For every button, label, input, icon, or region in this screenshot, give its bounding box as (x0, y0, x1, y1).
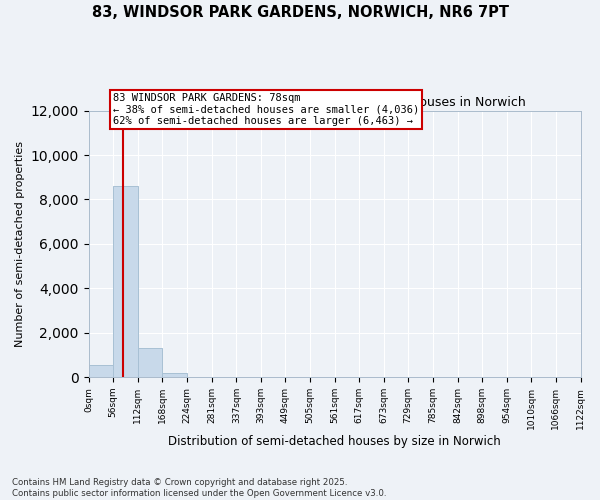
Text: 83 WINDSOR PARK GARDENS: 78sqm
← 38% of semi-detached houses are smaller (4,036): 83 WINDSOR PARK GARDENS: 78sqm ← 38% of … (113, 93, 419, 126)
Y-axis label: Number of semi-detached properties: Number of semi-detached properties (15, 141, 25, 347)
Bar (162, 372, 187, 377)
Bar (89, 365, 113, 377)
Bar (113, 186, 137, 377)
Text: 83, WINDSOR PARK GARDENS, NORWICH, NR6 7PT: 83, WINDSOR PARK GARDENS, NORWICH, NR6 7… (91, 5, 509, 20)
Title: Size of property relative to semi-detached houses in Norwich: Size of property relative to semi-detach… (143, 96, 526, 110)
X-axis label: Distribution of semi-detached houses by size in Norwich: Distribution of semi-detached houses by … (168, 434, 501, 448)
Bar (137, 348, 162, 377)
Text: Contains HM Land Registry data © Crown copyright and database right 2025.
Contai: Contains HM Land Registry data © Crown c… (12, 478, 386, 498)
